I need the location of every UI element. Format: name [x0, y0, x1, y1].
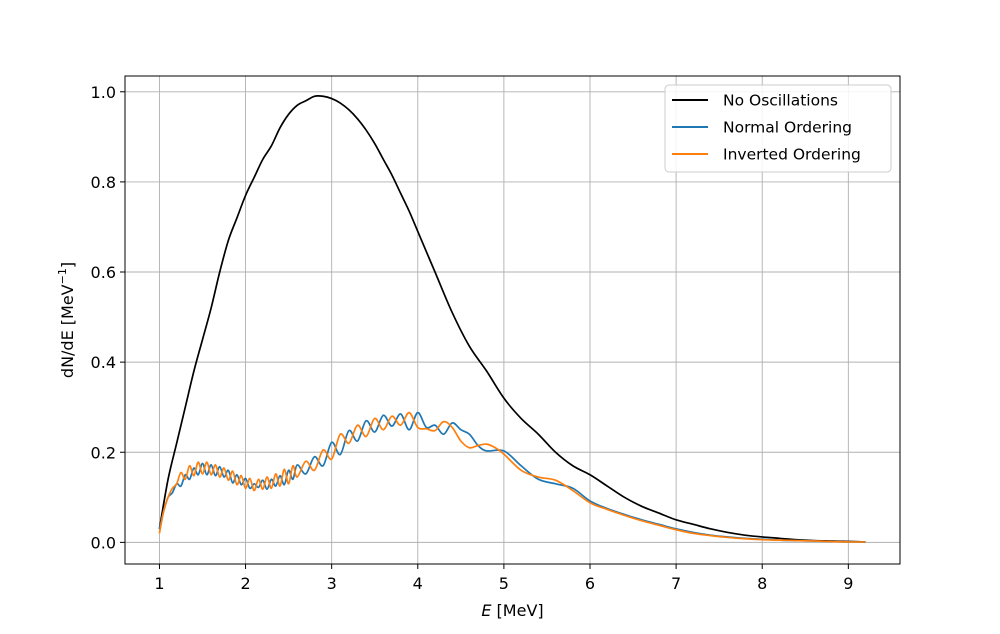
y-tick-label: 0.6 [91, 263, 116, 282]
y-tick-label: 1.0 [91, 83, 116, 102]
series-line-inverted-ordering [158, 411, 866, 543]
x-tick-label: 1 [154, 574, 164, 593]
y-tick-label: 0.4 [91, 353, 116, 372]
x-tick-label: 2 [240, 574, 250, 593]
x-axis-label-var: E [481, 601, 492, 620]
y-tick-label: 0.0 [91, 533, 116, 552]
series-line-normal-ordering [158, 411, 866, 543]
grid [125, 76, 900, 564]
y-axis-label: dN/dE [MeV−1] [56, 262, 77, 378]
y-axis-label-close: ] [58, 262, 77, 268]
series-line-no-oscillations [158, 95, 866, 543]
x-tick-label: 9 [843, 574, 853, 593]
y-tick-label: 0.2 [91, 443, 116, 462]
axis-ticks: 1 2 3 4 5 6 7 8 9 0.0 0.2 0.4 0.6 0.8 1.0 [91, 83, 854, 593]
legend-box [664, 84, 892, 173]
x-tick-label: 7 [671, 574, 681, 593]
y-axis-label-sup: −1 [56, 268, 69, 284]
x-tick-label: 8 [757, 574, 767, 593]
legend: No Oscillations Normal Ordering Inverted O… [664, 84, 892, 173]
x-tick-label: 5 [499, 574, 509, 593]
series-layer [158, 95, 866, 543]
x-axis-label: E [MeV] [481, 601, 543, 620]
legend-label-normal-ordering: Normal Ordering [723, 119, 852, 137]
x-tick-label: 6 [585, 574, 595, 593]
legend-label-no-oscillations: No Oscillations [723, 92, 838, 110]
y-axis-label-main: dN/dE [MeV [58, 284, 77, 378]
y-tick-label: 0.8 [91, 173, 116, 192]
legend-label-inverted-ordering: Inverted Ordering [723, 146, 861, 164]
x-axis-label-unit: [MeV] [491, 601, 543, 620]
plot-frame [124, 75, 901, 565]
x-tick-label: 4 [413, 574, 423, 593]
x-tick-label: 3 [327, 574, 337, 593]
